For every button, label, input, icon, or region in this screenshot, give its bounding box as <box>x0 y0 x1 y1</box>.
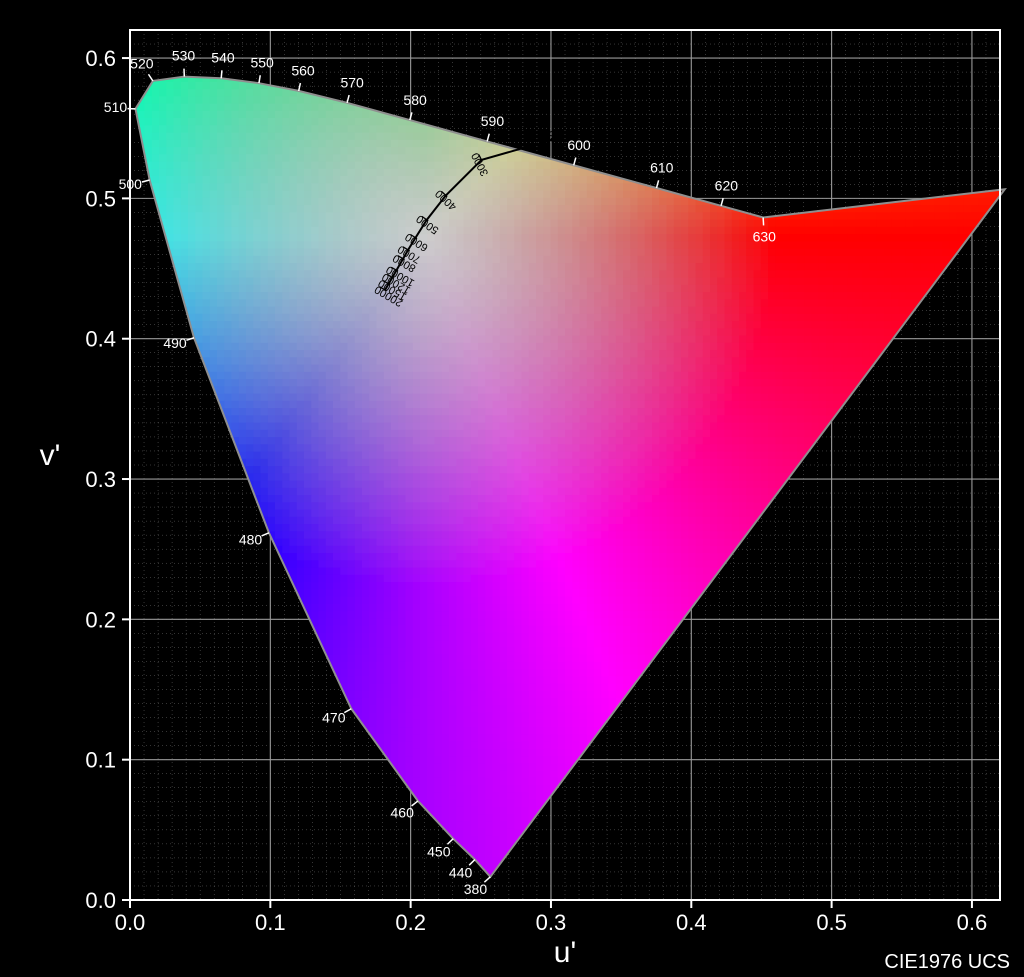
y-tick-label: 0.6 <box>85 46 116 71</box>
wavelength-label: 490 <box>163 335 187 351</box>
wavelength-label: 530 <box>172 48 196 64</box>
wavelength-label: 580 <box>403 92 427 108</box>
wavelength-label: 590 <box>481 113 505 129</box>
wavelength-label: 510 <box>104 99 128 115</box>
wavelength-label: 560 <box>291 62 315 78</box>
y-tick-label: 0.5 <box>85 186 116 211</box>
wavelength-label: 480 <box>239 532 263 548</box>
x-tick-label: 0.0 <box>115 910 146 935</box>
wavelength-label: 460 <box>391 804 415 820</box>
wavelength-label: 620 <box>715 178 739 194</box>
wavelength-label: 520 <box>130 55 154 71</box>
wavelength-label: 440 <box>449 865 473 881</box>
wavelength-tick <box>221 70 222 78</box>
y-tick-label: 0.4 <box>85 327 116 352</box>
x-tick-label: 0.4 <box>676 910 707 935</box>
wavelength-label: 610 <box>650 160 674 176</box>
wavelength-label: 450 <box>427 844 451 860</box>
wavelength-label: 630 <box>753 228 777 244</box>
wavelength-label: 380 <box>464 881 488 897</box>
x-tick-label: 0.5 <box>816 910 847 935</box>
chromaticity-diagram: 3804404504604704804905005105205305405505… <box>0 0 1024 977</box>
y-tick-label: 0.3 <box>85 467 116 492</box>
x-tick-label: 0.6 <box>957 910 988 935</box>
y-tick-label: 0.0 <box>85 888 116 913</box>
wavelength-label: 540 <box>211 49 235 65</box>
wavelength-label: 570 <box>340 74 364 90</box>
wavelength-label: 550 <box>250 54 274 70</box>
x-tick-label: 0.3 <box>536 910 567 935</box>
x-tick-label: 0.2 <box>395 910 426 935</box>
y-tick-label: 0.2 <box>85 607 116 632</box>
wavelength-label: 470 <box>322 709 346 725</box>
y-axis-label: v' <box>40 439 61 472</box>
wavelength-label: 600 <box>567 137 591 153</box>
x-tick-label: 0.1 <box>255 910 286 935</box>
x-axis-label: u' <box>554 936 576 969</box>
diagram-caption: CIE1976 UCS <box>884 951 1010 973</box>
y-tick-label: 0.1 <box>85 748 116 773</box>
